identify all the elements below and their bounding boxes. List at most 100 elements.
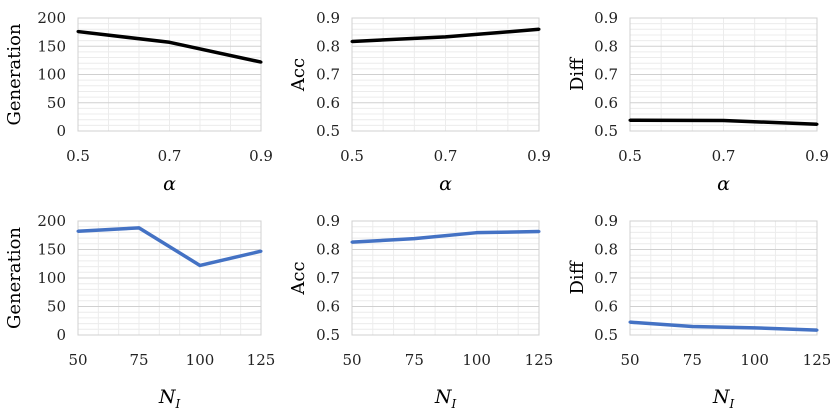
- x-tick-label: 50: [620, 351, 639, 369]
- x-tick-label: 0.9: [805, 147, 829, 165]
- acc-vs-ni-chart: 0.5 0.6 0.7 0.8 0.9 50 75 100 125 NI Acc: [288, 212, 553, 411]
- x-tick-label: 125: [803, 351, 830, 369]
- y-tick-label: 0.9: [594, 212, 618, 230]
- y-tick-label: 0.9: [594, 9, 618, 27]
- data-point: [537, 230, 541, 234]
- series-line-acc: [351, 229, 540, 244]
- data-point: [412, 237, 416, 241]
- x-tick-label: 100: [186, 351, 215, 369]
- data-point: [259, 249, 263, 253]
- data-point: [722, 119, 725, 123]
- y-tick-label: 0.9: [316, 212, 340, 230]
- y-tick-label: 0.5: [594, 122, 618, 140]
- y-axis-label: Acc: [288, 58, 309, 92]
- x-axis-label-text: N: [434, 386, 453, 408]
- y-tick-label: 150: [37, 37, 66, 55]
- diff-vs-alpha-chart: 0.5 0.6 0.7 0.8 0.9 0.5 0.7 0.9 α Diff: [567, 9, 829, 195]
- data-point: [815, 328, 819, 332]
- x-tick-label: 0.9: [527, 147, 551, 165]
- data-point: [76, 229, 80, 233]
- x-axis-label-text: α: [439, 173, 452, 195]
- x-tick-label: 0.5: [340, 147, 364, 165]
- y-tick-label: 0: [56, 122, 66, 140]
- y-tick-label: 0.6: [316, 94, 340, 112]
- x-tick-label: 0.5: [618, 147, 642, 165]
- data-point: [690, 324, 694, 328]
- data-point: [350, 240, 354, 244]
- y-tick-label: 50: [47, 94, 66, 112]
- data-point: [350, 39, 354, 43]
- x-tick-label: 75: [405, 351, 424, 369]
- y-tick-label: 0.7: [316, 66, 340, 84]
- y-tick-label: 0.5: [316, 326, 340, 344]
- x-axis-label: α: [439, 173, 452, 195]
- y-axis-label: Generation: [4, 23, 25, 125]
- data-point: [475, 231, 479, 235]
- y-axis-label: Generation: [4, 227, 25, 329]
- x-tick-label: 125: [525, 351, 554, 369]
- y-tick-label: 200: [37, 9, 66, 27]
- x-axis-label-subscript: I: [728, 397, 734, 411]
- diff-vs-ni-chart: 0.5 0.6 0.7 0.8 0.9 50 75 100 125 NI Diff: [567, 212, 830, 411]
- x-axis-label: NI: [434, 386, 457, 411]
- x-tick-label: 50: [342, 351, 361, 369]
- x-tick-label: 100: [462, 351, 491, 369]
- plot-border: [77, 220, 262, 336]
- data-point: [198, 263, 202, 267]
- x-tick-label: 0.5: [66, 147, 90, 165]
- y-tick-label: 0.8: [594, 37, 618, 55]
- plot-border: [351, 17, 540, 132]
- x-tick-label: 0.7: [434, 147, 458, 165]
- x-tick-label: 0.9: [249, 147, 273, 165]
- y-tick-label: 150: [37, 241, 66, 259]
- generation-vs-alpha-chart: 0 50 100 150 200 0.5 0.7 0.9 α Generation: [4, 9, 273, 195]
- x-tick-label: 50: [68, 351, 87, 369]
- x-axis-label: α: [717, 173, 730, 195]
- x-tick-label: 0.7: [712, 147, 736, 165]
- series-line-diff: [629, 320, 818, 332]
- data-point: [753, 326, 757, 330]
- x-tick-label: 100: [740, 351, 769, 369]
- data-point: [628, 118, 632, 122]
- x-tick-label: 75: [683, 351, 702, 369]
- y-tick-label: 200: [37, 212, 66, 230]
- y-tick-label: 0.8: [594, 241, 618, 259]
- y-tick-label: 0: [56, 326, 66, 344]
- y-axis-label: Diff: [567, 260, 588, 294]
- data-point: [76, 30, 80, 34]
- data-point: [137, 226, 141, 230]
- plot-border: [629, 220, 818, 336]
- x-axis-label-text: α: [717, 173, 730, 195]
- y-tick-label: 50: [47, 298, 66, 316]
- plot-border: [351, 220, 540, 336]
- y-tick-label: 0.7: [316, 269, 340, 287]
- y-tick-label: 0.9: [316, 9, 340, 27]
- y-tick-label: 0.6: [316, 298, 340, 316]
- y-tick-label: 0.8: [316, 37, 340, 55]
- x-axis-label: α: [163, 173, 176, 195]
- data-point: [168, 40, 171, 44]
- y-tick-label: 100: [37, 66, 66, 84]
- y-tick-label: 0.7: [594, 66, 618, 84]
- x-axis-label-subscript: I: [174, 397, 180, 411]
- y-tick-label: 0.8: [316, 241, 340, 259]
- y-tick-label: 0.6: [594, 298, 618, 316]
- plot-border: [77, 17, 262, 132]
- data-point: [537, 27, 541, 31]
- data-point: [628, 320, 632, 324]
- data-point: [444, 35, 447, 39]
- acc-vs-alpha-chart: 0.5 0.6 0.7 0.8 0.9 0.5 0.7 0.9 α Acc: [288, 9, 551, 195]
- y-tick-label: 0.5: [594, 326, 618, 344]
- x-axis-label-subscript: I: [450, 397, 456, 411]
- x-axis-label-text: N: [158, 386, 177, 408]
- plot-border: [629, 17, 818, 132]
- x-tick-label: 75: [129, 351, 148, 369]
- y-tick-label: 0.7: [594, 269, 618, 287]
- x-axis-label: NI: [158, 386, 181, 411]
- y-tick-label: 0.6: [594, 94, 618, 112]
- data-point: [815, 122, 819, 126]
- x-axis-label-text: α: [163, 173, 176, 195]
- x-tick-label: 125: [247, 351, 276, 369]
